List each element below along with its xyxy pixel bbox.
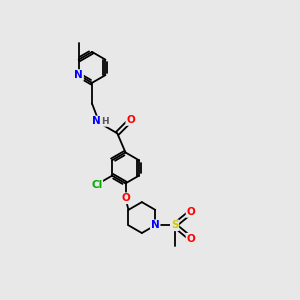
- Text: N: N: [92, 116, 100, 127]
- Text: N: N: [74, 70, 83, 80]
- Text: S: S: [171, 220, 178, 230]
- Text: Cl: Cl: [91, 180, 102, 190]
- Text: H: H: [101, 117, 109, 126]
- Text: O: O: [187, 234, 195, 244]
- Text: O: O: [187, 207, 195, 217]
- Text: O: O: [121, 193, 130, 203]
- Text: O: O: [126, 115, 135, 125]
- Text: N: N: [151, 220, 160, 230]
